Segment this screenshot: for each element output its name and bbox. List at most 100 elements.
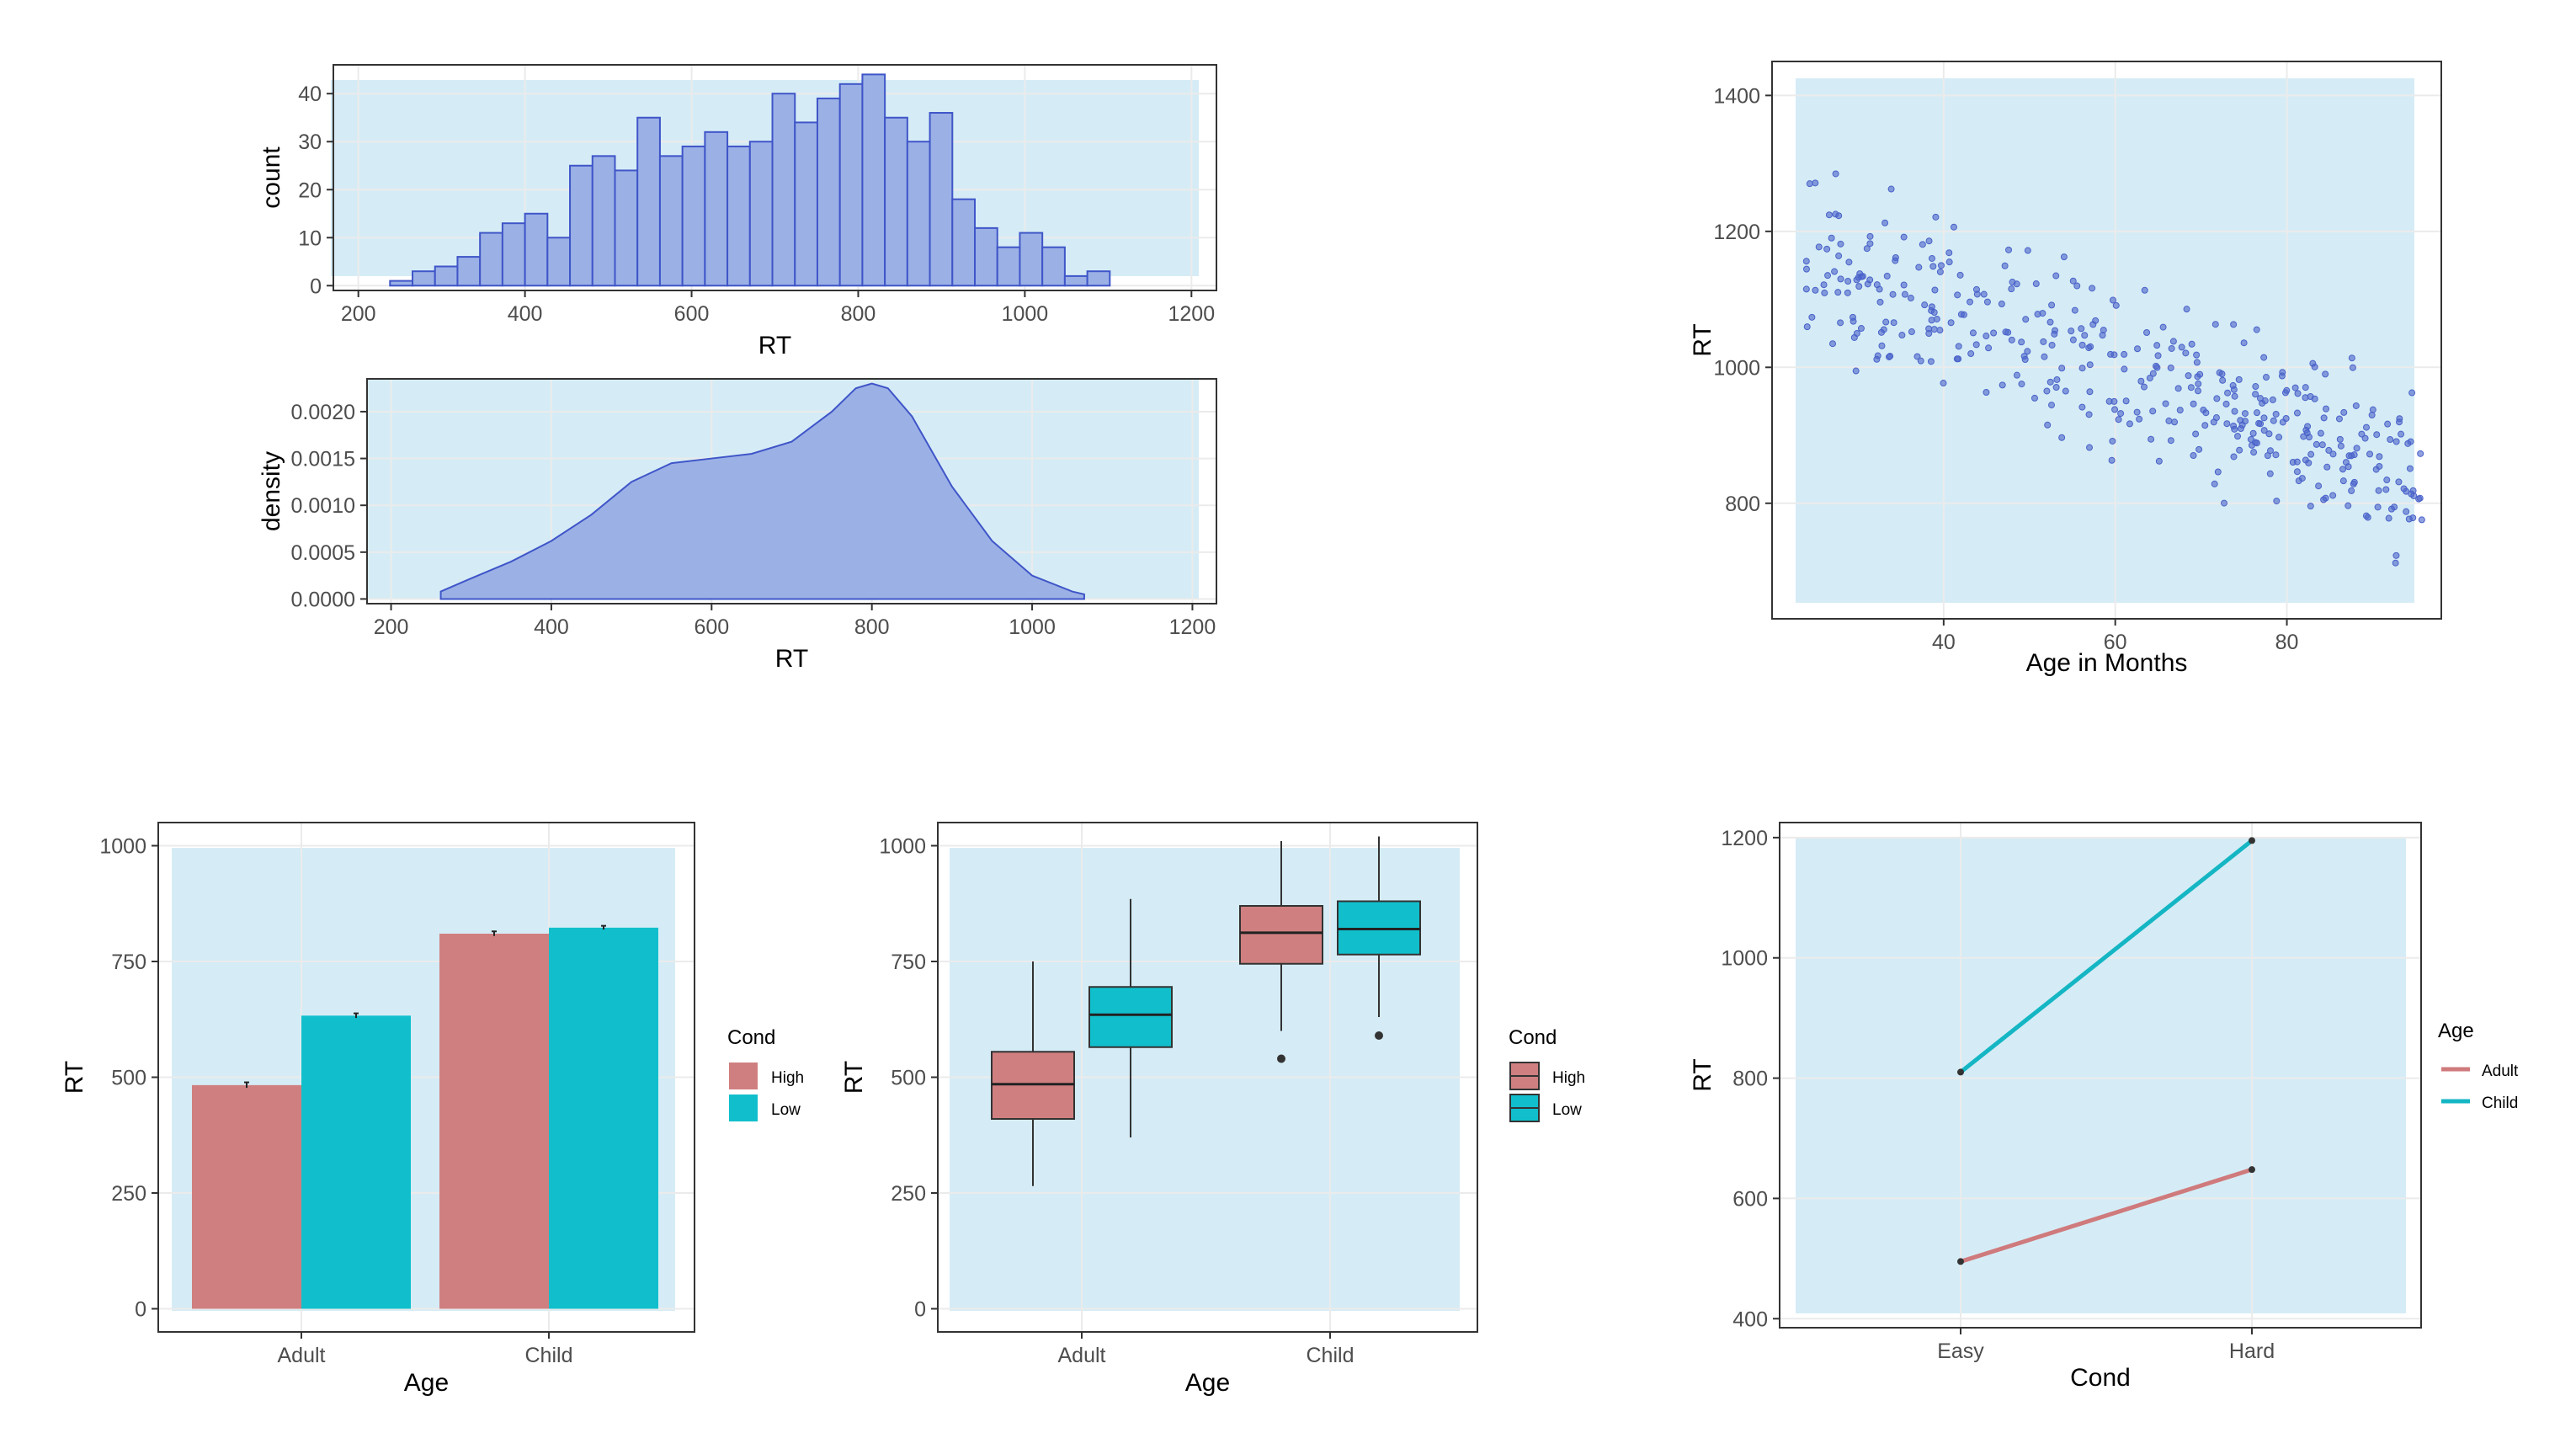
scatter-point <box>2366 450 2374 458</box>
scatter-point <box>1890 319 1897 327</box>
scatter-point <box>2068 328 2075 335</box>
scatter-point <box>2392 438 2400 445</box>
scatter-point <box>2004 328 2012 336</box>
scatter-point <box>1932 213 1940 221</box>
scatter-point <box>2149 370 2157 377</box>
legend-label-adult: Adult <box>2482 1063 2519 1080</box>
histogram-bar <box>658 155 684 287</box>
scatter-point <box>2086 361 2094 369</box>
histogram-bar <box>546 237 572 287</box>
scatter-point <box>2235 375 2243 383</box>
scatter-point <box>2270 417 2277 424</box>
scatter-point <box>2234 433 2242 440</box>
line-adult <box>1960 1167 2253 1264</box>
scatter-point <box>2048 341 2056 349</box>
scatter-point <box>2322 494 2329 502</box>
scatter-point <box>1837 240 1844 248</box>
histogram-bar <box>681 145 706 287</box>
scatter-point <box>2190 400 2197 407</box>
scatter-point <box>2250 449 2258 456</box>
scatter-point <box>2086 388 2094 396</box>
scatter-point <box>1937 262 1945 269</box>
scatter-point <box>1844 278 1852 285</box>
scatter-point <box>2214 468 2222 476</box>
scatter-point <box>1881 219 1889 226</box>
legend-label-high: High <box>771 1069 804 1087</box>
scatter-point <box>2329 492 2337 499</box>
y-tick-label: 0.0010 <box>291 494 355 518</box>
histogram-bar <box>771 93 796 287</box>
histogram-bar <box>884 116 908 287</box>
scatter-point <box>2272 410 2280 418</box>
panel-border <box>1779 822 2422 1329</box>
x-tick-label: 200 <box>341 302 376 326</box>
histogram-bar <box>591 155 616 287</box>
y-axis-title: RT <box>1689 323 1716 356</box>
scatter-point <box>2417 450 2424 457</box>
scatter-point <box>2403 508 2410 515</box>
scatter-point <box>2273 498 2281 505</box>
scatter-point <box>2219 376 2227 384</box>
scatter-point <box>2315 482 2323 490</box>
histogram-bar <box>569 164 593 287</box>
scatter-point <box>2190 452 2197 460</box>
scatter-point <box>1972 285 1980 293</box>
scatter-point <box>2211 321 2219 328</box>
scatter-point <box>2182 349 2190 357</box>
scatter-point <box>2165 417 2173 424</box>
scatter-point <box>1802 265 1810 273</box>
scatter-point <box>2134 345 2142 353</box>
scatter-point <box>2194 387 2201 395</box>
box-outlier <box>1375 1031 1383 1040</box>
scatter-point <box>2392 559 2399 567</box>
scatter-point <box>2358 430 2366 438</box>
scatter-point <box>2073 282 2081 290</box>
scatter-point <box>2194 373 2201 381</box>
scatter-point <box>2008 285 2015 293</box>
x-tick-label: 400 <box>508 302 543 326</box>
scatter-point <box>2043 387 2051 395</box>
histogram-bar <box>726 145 751 287</box>
scatter-point <box>2149 407 2157 415</box>
scatter-point <box>2188 340 2195 348</box>
scatter-point <box>2260 354 2268 361</box>
scatter-point <box>2069 336 2077 344</box>
legend-title: Age <box>2438 1020 2474 1042</box>
scatter-point <box>2392 551 2400 559</box>
y-tick-label: 0 <box>310 274 322 298</box>
scatter-point <box>1919 241 1926 248</box>
histogram-bar <box>861 73 886 287</box>
scatter-point <box>2415 495 2423 503</box>
scatter-point <box>2262 374 2270 381</box>
scatter-point <box>2265 430 2273 438</box>
scatter-point <box>1802 285 1810 293</box>
scatter-point <box>2112 301 2120 309</box>
scatter-point <box>2339 466 2347 473</box>
scatter-point <box>1866 240 1874 248</box>
scatter-point <box>2261 397 2269 405</box>
y-tick-label: 250 <box>111 1182 146 1206</box>
y-axis-title: RT <box>1689 1058 1716 1091</box>
scatter-point <box>1983 389 1990 397</box>
scatter-point <box>2039 310 2046 317</box>
y-tick-label: 0.0020 <box>291 401 355 424</box>
scatter-point <box>1901 290 1908 298</box>
x-tick-label: 1000 <box>1002 302 1049 326</box>
scatter-point <box>2272 451 2280 459</box>
histogram-bar <box>524 212 549 287</box>
scatter-point <box>2195 445 2203 453</box>
scatter-point <box>1855 283 1863 290</box>
scatter-point <box>1889 290 1897 298</box>
scatter-point <box>1878 342 1886 349</box>
scatter-point <box>2289 459 2297 466</box>
scatter-point <box>2153 362 2160 370</box>
scatter-point <box>1907 295 1914 302</box>
histogram-bar <box>1041 246 1066 287</box>
scatter-point <box>2024 348 2031 355</box>
panel-band <box>1796 78 2414 603</box>
y-axis-title: density <box>258 451 285 531</box>
bar-panel: Adult Child 0 250 500 750 1000 Age RT Cond High Low <box>61 822 804 1397</box>
legend-label-child: Child <box>2482 1094 2518 1112</box>
scatter-point <box>2323 405 2330 413</box>
scatter-point <box>2373 431 2381 439</box>
